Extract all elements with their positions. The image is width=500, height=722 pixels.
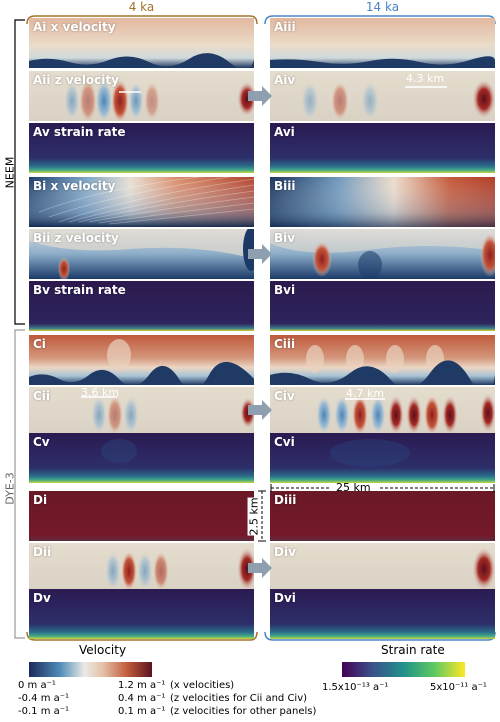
panel-Aiv: Aiv 4.3 km: [270, 71, 495, 121]
vel-row2-min: -0.4 m a⁻¹: [18, 693, 70, 704]
panel-Biii: Biii: [270, 177, 495, 227]
vel-row1-note: (x velocities): [170, 680, 235, 691]
panel-Cvi: Cvi: [270, 433, 495, 483]
scale-label-civ: 4.7 km: [346, 387, 385, 400]
vel-row2-note: (z velocities for Cii and Civ): [170, 693, 308, 704]
panel-Diii: Diii: [270, 491, 495, 541]
strain-max: 5x10⁻¹¹ a⁻¹: [430, 682, 487, 693]
velocity-label: Velocity: [79, 643, 127, 657]
velocity-colorbar: [29, 662, 152, 677]
panel-Civ: Civ 4.7 km: [270, 387, 495, 437]
width-scale-label: 25 km: [336, 481, 371, 494]
strain-min: 1.5x10⁻¹³ a⁻¹: [322, 682, 389, 693]
panel-Dvi: Dvi: [270, 589, 495, 639]
panel-Ai: Ai x velocity: [29, 18, 254, 68]
vel-row3-note: (z velocities for other panels): [170, 706, 317, 717]
panel-Bi: Bi x velocity: [29, 177, 254, 227]
vel-row3-max: 0.1 m a⁻¹: [118, 706, 166, 717]
vel-row1-max: 1.2 m a⁻¹: [118, 680, 166, 691]
panel-Dii: Dii: [29, 543, 254, 593]
vel-row2-max: 0.4 m a⁻¹: [118, 693, 166, 704]
panel-Aii: Aii z velocity: [29, 71, 254, 121]
panel-Avi: Avi: [270, 123, 495, 173]
column-header-14ka: 14 ka: [365, 0, 400, 14]
panel-Biv: Biv: [270, 229, 495, 279]
depth-scale-label: 2.5 km: [247, 497, 261, 536]
panel-Bv: Bv strain rate: [29, 281, 254, 331]
panel-Bii: Bii z velocity: [29, 229, 254, 279]
panel-Di: Di: [29, 491, 254, 541]
strain-rate-label: Strain rate: [381, 643, 445, 657]
panel-Av: Av strain rate: [29, 123, 254, 173]
panel-Div: Div: [270, 543, 495, 593]
strain-colorbar: [342, 662, 465, 677]
vel-row3-min: -0.1 m a⁻¹: [18, 706, 70, 717]
panel-Dv: Dv: [29, 589, 254, 639]
scale-label-aiv: 4.3 km: [406, 72, 445, 85]
column-header-4ka: 4 ka: [128, 0, 155, 14]
panel-Ciii: Ciii: [270, 335, 495, 385]
panel-Bvi: Bvi: [270, 281, 495, 331]
panel-Cii: Cii 3.6 km: [29, 387, 254, 437]
scale-label-cii: 3.6 km: [81, 387, 120, 399]
panel-Ci: Ci: [29, 335, 254, 385]
panel-Aiii: Aiii: [270, 18, 495, 68]
vel-row1-min: 0 m a⁻¹: [18, 680, 56, 691]
panel-Cv: Cv: [29, 433, 254, 483]
